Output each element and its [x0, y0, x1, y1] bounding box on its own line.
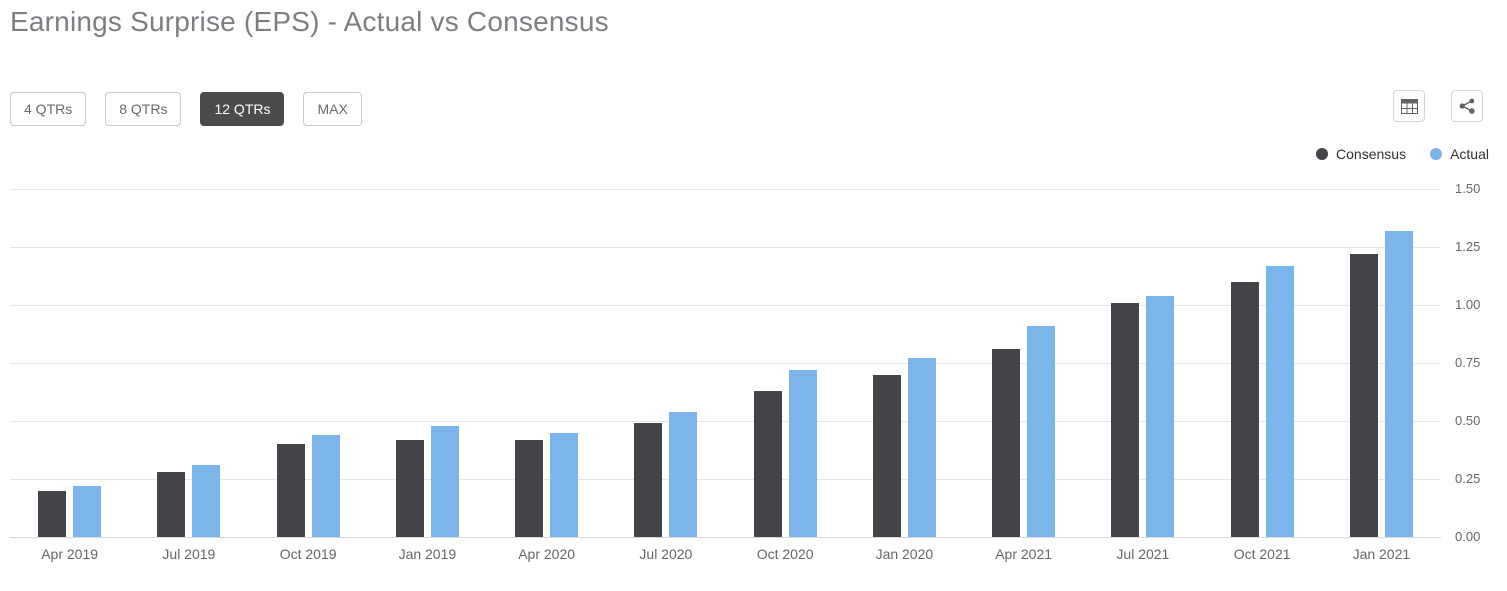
- x-axis-label: Jul 2021: [1116, 546, 1170, 562]
- share-icon: [1459, 98, 1475, 114]
- gridline: [10, 363, 1441, 364]
- y-axis-label: 0.00: [1455, 529, 1481, 544]
- x-axis-label: Jan 2019: [398, 546, 457, 562]
- x-axis-label: Oct 2019: [279, 546, 337, 562]
- y-axis-label: 0.25: [1455, 471, 1481, 486]
- bar-consensus[interactable]: [992, 349, 1021, 537]
- x-axis-label: Apr 2020: [518, 546, 576, 562]
- bar-actual[interactable]: [669, 412, 698, 537]
- x-axis-label: Oct 2021: [1233, 546, 1291, 562]
- y-axis-label: 0.75: [1455, 355, 1481, 370]
- range-button-4qtrs[interactable]: 4 QTRs: [10, 92, 87, 126]
- gridline: [10, 305, 1441, 306]
- x-axis-label: Jan 2020: [875, 546, 934, 562]
- bar-consensus[interactable]: [1349, 254, 1378, 537]
- y-axis-label: 1.25: [1455, 239, 1481, 254]
- bar-actual[interactable]: [311, 435, 340, 537]
- x-axis-label: Jul 2019: [162, 546, 216, 562]
- bar-consensus[interactable]: [872, 375, 901, 537]
- range-button-8qtrs[interactable]: 8 QTRs: [105, 92, 182, 126]
- gridline: [10, 189, 1441, 190]
- legend-label-actual: Actual: [1450, 146, 1489, 162]
- range-button-12qtrs[interactable]: 12 QTRs: [200, 92, 285, 126]
- x-axis-label: Jan 2021: [1352, 546, 1411, 562]
- bar-actual[interactable]: [192, 465, 221, 537]
- gridline: [10, 421, 1441, 422]
- gridline: [10, 479, 1441, 480]
- y-axis-label: 1.00: [1455, 297, 1481, 312]
- bar-actual[interactable]: [907, 358, 936, 537]
- range-button-max[interactable]: MAX: [303, 92, 362, 126]
- x-axis-label: Jul 2020: [639, 546, 693, 562]
- consensus-marker-icon: [1316, 148, 1329, 160]
- share-button[interactable]: [1451, 90, 1483, 122]
- bar-actual[interactable]: [1384, 231, 1413, 537]
- bar-consensus[interactable]: [1111, 303, 1140, 537]
- gridline: [10, 247, 1441, 248]
- bar-actual[interactable]: [73, 486, 102, 537]
- x-axis-label: Oct 2020: [756, 546, 814, 562]
- data-table-icon: [1400, 98, 1418, 114]
- bar-consensus[interactable]: [753, 391, 782, 537]
- data-table-button[interactable]: [1393, 90, 1425, 122]
- bar-consensus[interactable]: [38, 491, 67, 537]
- x-axis-label: Apr 2019: [41, 546, 99, 562]
- bar-consensus[interactable]: [395, 440, 424, 537]
- chart-legend: Consensus Actual: [1316, 146, 1489, 162]
- legend-label-consensus: Consensus: [1336, 146, 1407, 162]
- legend-item-actual[interactable]: Actual: [1430, 146, 1489, 162]
- bar-consensus[interactable]: [157, 472, 186, 537]
- x-axis-label: Apr 2021: [995, 546, 1053, 562]
- actual-marker-icon: [1430, 148, 1443, 160]
- page-title: Earnings Surprise (EPS) - Actual vs Cons…: [10, 6, 609, 37]
- gridline: [10, 537, 1441, 538]
- y-axis-label: 0.50: [1455, 413, 1481, 428]
- bar-actual[interactable]: [1265, 266, 1294, 537]
- bar-consensus[interactable]: [1230, 282, 1259, 537]
- bar-actual[interactable]: [1027, 326, 1056, 537]
- bar-actual[interactable]: [550, 433, 579, 537]
- bar-actual[interactable]: [788, 370, 817, 537]
- bar-consensus[interactable]: [515, 440, 544, 537]
- bar-consensus[interactable]: [634, 423, 663, 537]
- y-axis-label: 1.50: [1455, 181, 1481, 196]
- bar-actual[interactable]: [430, 426, 459, 537]
- legend-item-consensus[interactable]: Consensus: [1316, 146, 1406, 162]
- range-button-group: 4 QTRs 8 QTRs 12 QTRs MAX: [10, 92, 362, 126]
- bar-actual[interactable]: [1146, 296, 1175, 537]
- bar-consensus[interactable]: [276, 444, 305, 537]
